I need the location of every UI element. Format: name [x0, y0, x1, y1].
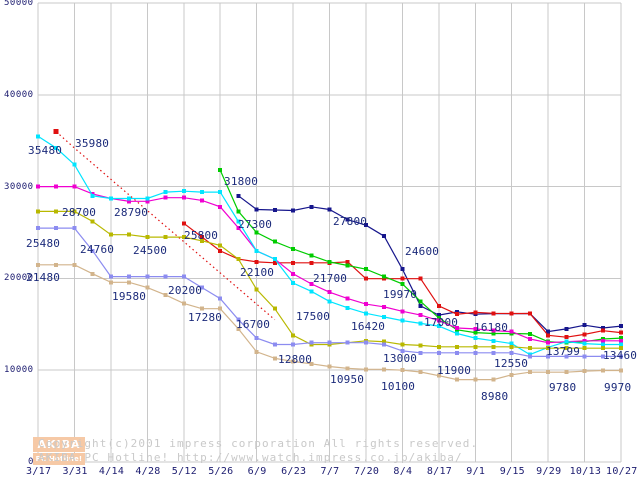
- x-tick-6-9: 6/9: [247, 466, 267, 477]
- value-label-9780: 9780: [549, 381, 577, 394]
- value-label-19970: 19970: [383, 288, 418, 301]
- site-url-line: AKIBA PC Hotline! http://www.watch.impre…: [38, 451, 463, 464]
- y-tick-10000: 10000: [4, 365, 34, 376]
- value-label-24760: 24760: [80, 243, 115, 256]
- x-tick-9-15: 9/15: [499, 466, 525, 477]
- x-tick-5-26: 5/26: [208, 466, 234, 477]
- value-label-17280: 17280: [188, 311, 223, 324]
- value-label-21700: 21700: [313, 272, 348, 285]
- x-tick-8-17: 8/17: [426, 466, 453, 477]
- value-label-28790: 28790: [114, 206, 149, 219]
- value-label-16420: 16420: [351, 320, 386, 333]
- value-label-21480: 21480: [26, 271, 61, 284]
- x-tick-4-28: 4/28: [135, 466, 161, 477]
- value-label-13000: 13000: [383, 352, 418, 365]
- value-label-24600: 24600: [405, 245, 440, 258]
- copyright-credit: Copyright(c)2001 impress corporation All…: [38, 437, 638, 465]
- value-label-35480: 35480: [28, 144, 63, 157]
- y-tick-50000: 50000: [4, 0, 34, 8]
- y-tick-30000: 30000: [4, 181, 34, 192]
- akiba-pc-hotline-logo: AKIBA PC Hotline!: [33, 437, 85, 465]
- value-label-28700: 28700: [62, 206, 97, 219]
- value-label-8980: 8980: [481, 390, 509, 403]
- x-tick-7-20: 7/20: [353, 466, 380, 477]
- x-tick-6-23: 6/23: [281, 466, 307, 477]
- value-label-17500: 17500: [296, 310, 331, 323]
- value-label-27800: 27800: [333, 215, 368, 228]
- y-tick-40000: 40000: [4, 89, 34, 100]
- x-tick-4-14: 4/14: [98, 466, 125, 477]
- x-tick-3-17: 3/17: [26, 466, 52, 477]
- value-label-31800: 31800: [224, 175, 259, 188]
- value-label-10100: 10100: [381, 380, 416, 393]
- logo-subtitle: PC Hotline!: [33, 453, 85, 465]
- logo-title: AKIBA: [33, 437, 85, 452]
- value-label-20200: 20200: [168, 284, 203, 297]
- value-label-24500: 24500: [133, 244, 168, 257]
- copyright-line: Copyright(c)2001 impress corporation All…: [38, 437, 479, 450]
- value-label-27300: 27300: [238, 218, 273, 231]
- value-label-9970: 9970: [604, 381, 632, 394]
- y-tick-20000: 20000: [4, 273, 34, 284]
- x-tick-3-31: 3/31: [62, 466, 88, 477]
- value-label-35980: 35980: [75, 137, 110, 150]
- value-label-11900: 11900: [437, 364, 472, 377]
- x-tick-8-4: 8/4: [393, 466, 413, 477]
- x-tick-10-13: 10/13: [569, 466, 602, 477]
- value-label-25800: 25800: [184, 229, 219, 242]
- value-label-12550: 12550: [494, 357, 529, 370]
- value-label-13460: 13460: [603, 349, 638, 362]
- value-label-16180: 16180: [474, 321, 509, 334]
- value-label-13799: 13799: [546, 345, 581, 358]
- value-label-22100: 22100: [240, 266, 275, 279]
- value-label-19580: 19580: [112, 290, 147, 303]
- value-label-10950: 10950: [330, 373, 365, 386]
- x-tick-7-7: 7/7: [320, 466, 340, 477]
- value-label-16700: 16700: [236, 318, 271, 331]
- y-tick-0: 0: [28, 457, 34, 467]
- value-label-12800: 12800: [278, 353, 313, 366]
- value-label-17000: 17000: [424, 316, 459, 329]
- x-tick-10-27: 10/27: [606, 466, 638, 477]
- x-tick-5-12: 5/12: [171, 466, 198, 477]
- value-label-25480: 25480: [26, 237, 61, 250]
- x-tick-9-29: 9/29: [536, 466, 562, 477]
- x-tick-9-1: 9/1: [466, 466, 486, 477]
